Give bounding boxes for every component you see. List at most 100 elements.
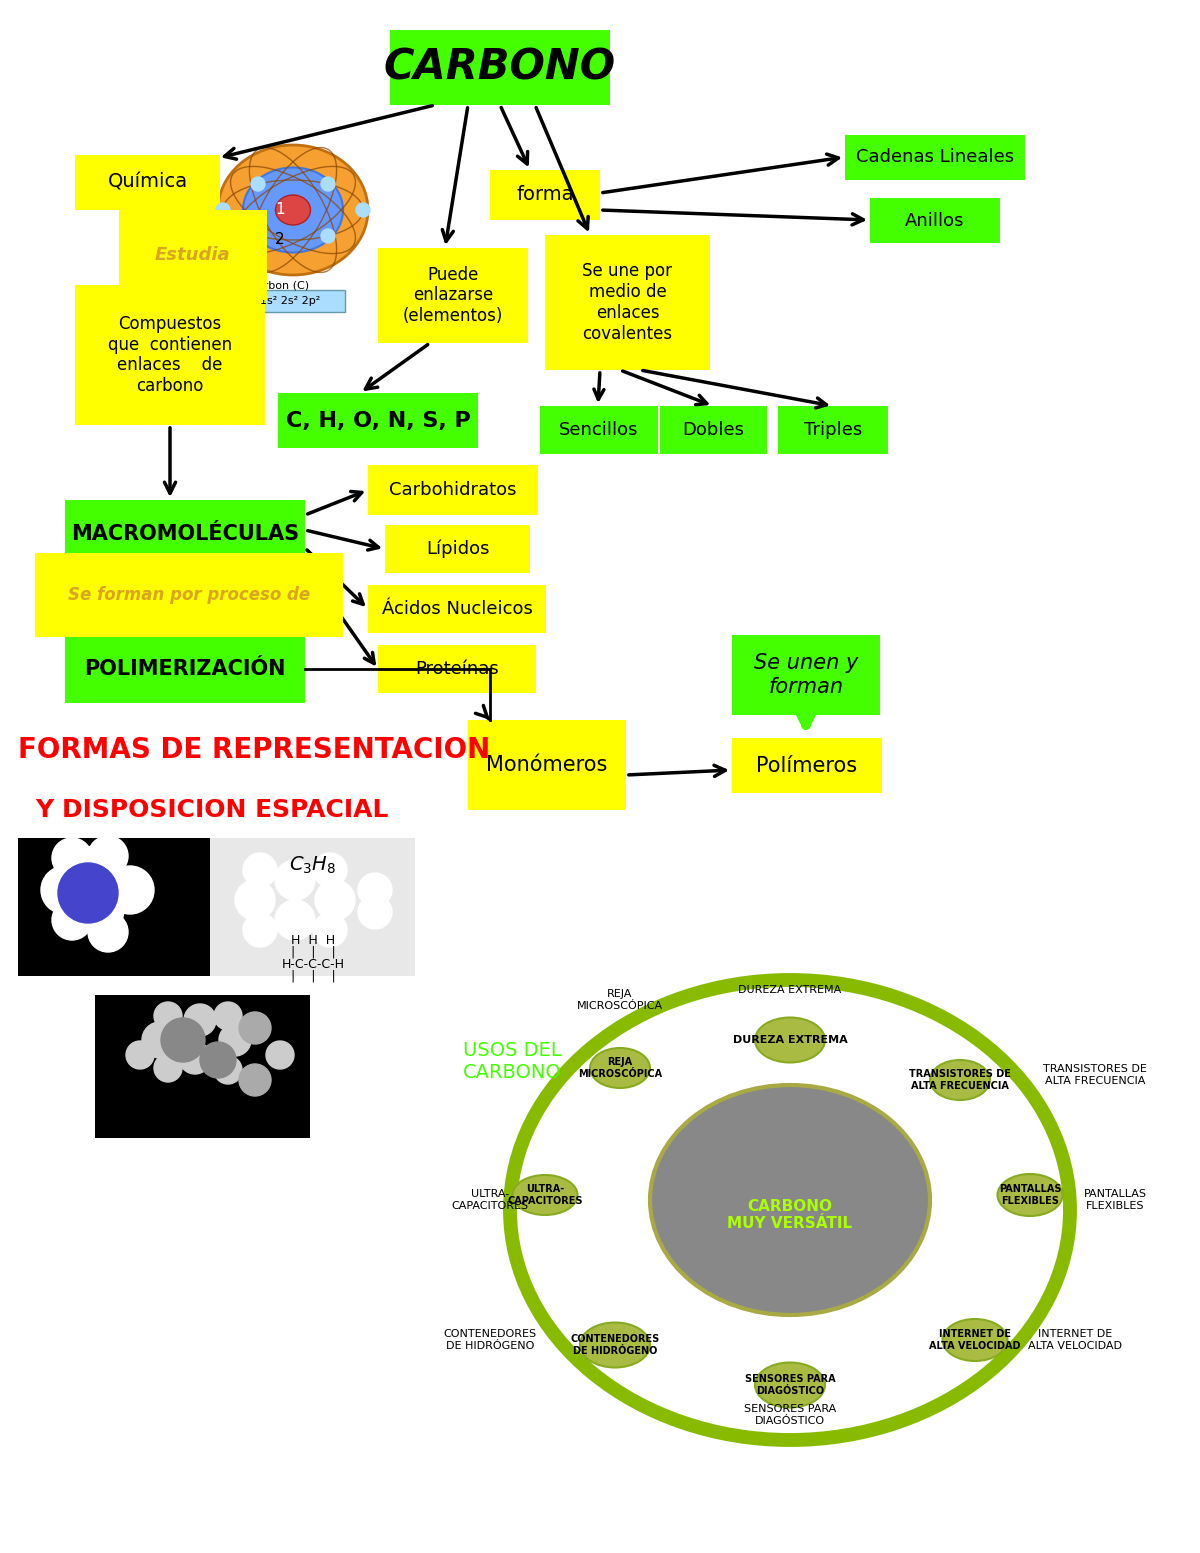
Circle shape (220, 1023, 251, 1056)
Text: Monómeros: Monómeros (486, 755, 607, 775)
FancyBboxPatch shape (490, 169, 600, 221)
Circle shape (154, 1002, 182, 1030)
Text: forma: forma (516, 185, 574, 205)
Circle shape (239, 1064, 271, 1096)
Circle shape (52, 901, 92, 940)
Text: CONTENEDORES
DE HIDRÓGENO: CONTENEDORES DE HIDRÓGENO (444, 1329, 536, 1351)
Text: ULTRA-
CAPACITORES: ULTRA- CAPACITORES (508, 1185, 583, 1205)
Ellipse shape (942, 1318, 1008, 1360)
FancyBboxPatch shape (845, 135, 1025, 180)
Circle shape (358, 895, 392, 929)
FancyBboxPatch shape (368, 464, 538, 516)
FancyBboxPatch shape (545, 235, 710, 370)
Ellipse shape (242, 168, 343, 253)
Text: 1s² 2s² 2p²: 1s² 2s² 2p² (260, 297, 320, 306)
Circle shape (251, 177, 265, 191)
Circle shape (214, 1002, 242, 1030)
Circle shape (154, 1054, 182, 1082)
FancyBboxPatch shape (235, 290, 346, 312)
Text: Sencillos: Sencillos (559, 421, 638, 439)
Circle shape (214, 1056, 242, 1084)
Text: Lípidos: Lípidos (426, 540, 490, 558)
Text: REJA
MICROSCÓPICA: REJA MICROSCÓPICA (577, 989, 664, 1011)
Circle shape (275, 901, 314, 940)
Text: H  H  H: H H H (290, 933, 335, 946)
Text: 6 - Carbon (C): 6 - Carbon (C) (230, 280, 310, 290)
Text: $C_3H_8$: $C_3H_8$ (289, 856, 336, 876)
FancyBboxPatch shape (278, 393, 478, 447)
FancyBboxPatch shape (660, 405, 767, 453)
FancyBboxPatch shape (18, 839, 214, 975)
Text: INTERNET DE
ALTA VELOCIDAD: INTERNET DE ALTA VELOCIDAD (929, 1329, 1021, 1351)
Text: POLIMERIZACIÓN: POLIMERIZACIÓN (84, 658, 286, 679)
Text: Polímeros: Polímeros (756, 755, 858, 775)
Text: |    |    |: | | | (290, 969, 335, 983)
FancyBboxPatch shape (95, 995, 310, 1138)
Circle shape (322, 177, 335, 191)
Text: MACROMOLÉCULAS: MACROMOLÉCULAS (71, 523, 299, 544)
FancyBboxPatch shape (468, 721, 626, 811)
Ellipse shape (755, 1362, 826, 1407)
Ellipse shape (650, 1086, 930, 1315)
Circle shape (251, 228, 265, 242)
Text: SENSORES PARA
DIAGÓSTICO: SENSORES PARA DIAGÓSTICO (744, 1404, 836, 1426)
Text: 2: 2 (275, 233, 284, 247)
Circle shape (106, 867, 154, 915)
Circle shape (88, 836, 128, 876)
Ellipse shape (755, 1017, 826, 1062)
Text: PANTALLAS
FLEXIBLES: PANTALLAS FLEXIBLES (1084, 1190, 1146, 1211)
Text: CONTENEDORES
DE HIDRÓGENO: CONTENEDORES DE HIDRÓGENO (570, 1334, 660, 1356)
Text: DUREZA EXTREMA: DUREZA EXTREMA (738, 985, 841, 995)
FancyBboxPatch shape (74, 286, 265, 426)
Ellipse shape (512, 1176, 577, 1214)
Text: Estudia: Estudia (155, 245, 230, 264)
Text: C, H, O, N, S, P: C, H, O, N, S, P (286, 410, 470, 430)
Text: CARBONO
MUY VERSÁTIL: CARBONO MUY VERSÁTIL (727, 1199, 852, 1232)
Text: H-C-C-C-H: H-C-C-C-H (282, 958, 344, 971)
Circle shape (235, 881, 275, 919)
Ellipse shape (276, 196, 311, 225)
Text: Se forman por proceso de: Se forman por proceso de (68, 585, 310, 604)
Circle shape (200, 1042, 236, 1078)
FancyBboxPatch shape (65, 500, 305, 568)
FancyBboxPatch shape (368, 585, 546, 634)
Circle shape (358, 873, 392, 907)
FancyBboxPatch shape (74, 155, 220, 210)
Text: Se unen y
forman: Se unen y forman (754, 654, 858, 697)
FancyBboxPatch shape (778, 405, 888, 453)
FancyBboxPatch shape (732, 635, 880, 714)
Text: Triples: Triples (804, 421, 862, 439)
Circle shape (313, 853, 347, 887)
Circle shape (314, 881, 355, 919)
Circle shape (41, 867, 89, 915)
Text: Se une por
medio de
enlaces
covalentes: Se une por medio de enlaces covalentes (582, 262, 672, 343)
Circle shape (239, 1013, 271, 1044)
Ellipse shape (997, 1174, 1062, 1216)
Text: Proteínas: Proteínas (415, 660, 499, 679)
FancyBboxPatch shape (65, 635, 305, 704)
Text: 1: 1 (275, 202, 284, 217)
FancyBboxPatch shape (870, 197, 1000, 242)
Text: CARBONO: CARBONO (384, 47, 616, 89)
FancyBboxPatch shape (732, 738, 882, 794)
Circle shape (322, 228, 335, 242)
Circle shape (216, 203, 230, 217)
FancyBboxPatch shape (385, 525, 530, 573)
Circle shape (58, 863, 118, 922)
Circle shape (161, 1019, 205, 1062)
Circle shape (184, 1003, 216, 1036)
Text: Puede
enlazarse
(elementos): Puede enlazarse (elementos) (403, 266, 503, 325)
Text: Dobles: Dobles (683, 421, 744, 439)
Text: Cadenas Lineales: Cadenas Lineales (856, 149, 1014, 166)
FancyBboxPatch shape (390, 30, 610, 106)
Ellipse shape (580, 1323, 650, 1368)
Text: Anillos: Anillos (905, 211, 965, 230)
Ellipse shape (930, 1061, 990, 1100)
Text: Ácidos Nucleicos: Ácidos Nucleicos (382, 599, 533, 618)
Text: SENSORES PARA
DIAGÓSTICO: SENSORES PARA DIAGÓSTICO (745, 1374, 835, 1396)
Ellipse shape (590, 1048, 650, 1089)
Text: Carbohidratos: Carbohidratos (389, 481, 517, 499)
FancyBboxPatch shape (378, 644, 536, 693)
Circle shape (275, 860, 314, 901)
Circle shape (266, 1041, 294, 1068)
